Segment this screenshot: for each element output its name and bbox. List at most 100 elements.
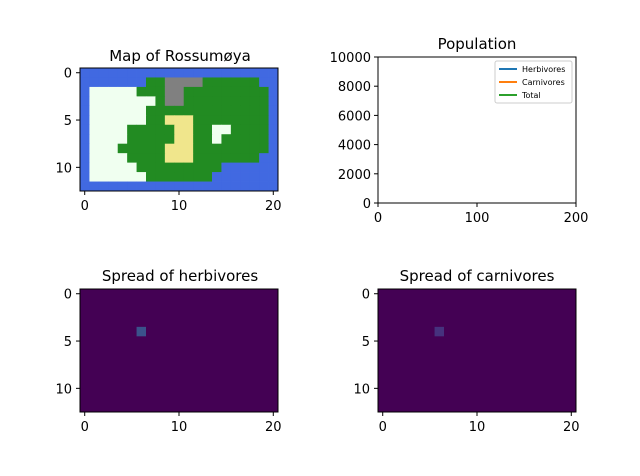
x-tick-label: 20 xyxy=(265,199,282,214)
map-cell-ocean xyxy=(80,124,90,135)
map-cell-ocean xyxy=(174,68,185,78)
map-cell-lowland xyxy=(164,105,175,116)
map-cell-lowland xyxy=(202,172,213,182)
map-cell-desert xyxy=(127,96,137,107)
map-cell-ocean xyxy=(80,68,90,78)
density-background xyxy=(378,289,576,412)
map-cell-ocean xyxy=(230,172,241,182)
map-cell-lowland xyxy=(202,96,213,107)
map-cell-desert xyxy=(98,134,109,145)
map-cell-lowland xyxy=(249,105,260,116)
map-title: Map of Rossumøya xyxy=(109,47,251,65)
map-cell-ocean xyxy=(259,77,269,88)
map-cell-highland xyxy=(164,153,175,164)
x-tick-label: 100 xyxy=(465,211,490,226)
map-cell-mountain xyxy=(164,86,175,97)
map-cell-highland xyxy=(174,134,185,145)
map-cell-ocean xyxy=(155,68,166,78)
map-cell-desert xyxy=(117,172,128,182)
y-tick-label: 0 xyxy=(362,288,370,303)
map-cell-ocean xyxy=(80,86,90,97)
map-cell-ocean xyxy=(80,143,90,154)
map-cell-lowland xyxy=(155,105,166,116)
map-cell-ocean xyxy=(268,153,279,164)
map-cell-lowland xyxy=(230,96,241,107)
map-cell-lowland xyxy=(230,153,241,164)
map-cell-lowland xyxy=(212,86,222,97)
map-cell-desert xyxy=(127,162,137,173)
map-cell-desert xyxy=(89,143,100,154)
map-cell-lowland xyxy=(221,143,232,154)
y-tick-label: 2000 xyxy=(338,168,371,183)
map-cell-desert xyxy=(117,134,128,145)
map-cell-lowland xyxy=(155,143,166,154)
map-cell-lowland xyxy=(146,134,156,145)
map-cell-lowland xyxy=(249,143,260,154)
legend-label-carnivores: Carnivores xyxy=(522,78,565,87)
map-cell-lowland xyxy=(202,86,213,97)
herbivore-panel: Spread of herbivores 0 10 20 0 5 10 xyxy=(55,267,281,435)
y-tick-label: 0 xyxy=(64,288,72,303)
map-cell-ocean xyxy=(155,181,166,192)
map-cell-lowland xyxy=(146,86,156,97)
map-cell-ocean xyxy=(127,181,137,192)
map-cell-lowland xyxy=(136,134,147,145)
map-cell-desert xyxy=(89,124,100,135)
map-cell-lowland xyxy=(249,86,260,97)
map-cell-desert xyxy=(108,86,119,97)
legend-label-herbivores: Herbivores xyxy=(522,65,565,74)
map-cell-ocean xyxy=(259,153,269,164)
map-cell-ocean xyxy=(127,77,137,88)
map-cell-desert xyxy=(108,105,119,116)
map-cell-lowland xyxy=(193,124,203,135)
map-cell-lowland xyxy=(193,172,203,182)
map-cell-ocean xyxy=(259,181,269,192)
map-cell-ocean xyxy=(240,162,251,173)
map-cell-desert xyxy=(117,115,128,126)
map-cell-lowland xyxy=(164,172,175,182)
y-tick-label: 10000 xyxy=(330,51,371,66)
map-cell-lowland xyxy=(136,124,147,135)
map-cell-ocean xyxy=(221,162,232,173)
map-cell-lowland xyxy=(202,134,213,145)
map-cell-desert xyxy=(98,96,109,107)
x-tick-label: 200 xyxy=(564,211,589,226)
map-cell-ocean xyxy=(259,68,269,78)
map-cell-lowland xyxy=(249,124,260,135)
map-cell-lowland xyxy=(259,86,269,97)
population-title: Population xyxy=(438,35,517,53)
map-cell-desert xyxy=(108,172,119,182)
map-cell-ocean xyxy=(108,68,119,78)
density-cell xyxy=(434,326,444,337)
carnivore-axis-ticks: 0 10 20 0 5 10 xyxy=(353,288,579,435)
y-tick-label: 5 xyxy=(362,335,370,350)
map-cell-lowland xyxy=(146,124,156,135)
map-cell-lowland xyxy=(259,105,269,116)
map-cell-ocean xyxy=(89,77,100,88)
y-tick-label: 0 xyxy=(64,67,72,82)
map-cell-ocean xyxy=(212,68,222,78)
map-cell-lowland xyxy=(230,115,241,126)
map-cell-ocean xyxy=(230,68,241,78)
x-tick-label: 0 xyxy=(374,211,382,226)
map-cell-desert xyxy=(108,134,119,145)
map-cell-desert xyxy=(89,153,100,164)
map-cell-ocean xyxy=(249,162,260,173)
map-cell-desert xyxy=(136,172,147,182)
map-cell-lowland xyxy=(212,153,222,164)
map-cell-desert xyxy=(98,143,109,154)
herbivore-axis-ticks: 0 10 20 0 5 10 xyxy=(55,288,281,435)
map-cell-lowland xyxy=(136,153,147,164)
map-cell-lowland xyxy=(202,153,213,164)
map-cell-highland xyxy=(164,115,175,126)
map-cell-ocean xyxy=(136,181,147,192)
y-tick-label: 8000 xyxy=(338,80,371,95)
map-cell-highland xyxy=(183,124,194,135)
map-cell-desert xyxy=(127,115,137,126)
map-cell-lowland xyxy=(146,153,156,164)
map-cell-lowland xyxy=(212,143,222,154)
carnivore-panel: Spread of carnivores 0 10 20 0 5 10 xyxy=(353,267,579,435)
map-cell-lowland xyxy=(183,105,194,116)
x-tick-label: 0 xyxy=(81,199,89,214)
map-cell-ocean xyxy=(221,181,232,192)
